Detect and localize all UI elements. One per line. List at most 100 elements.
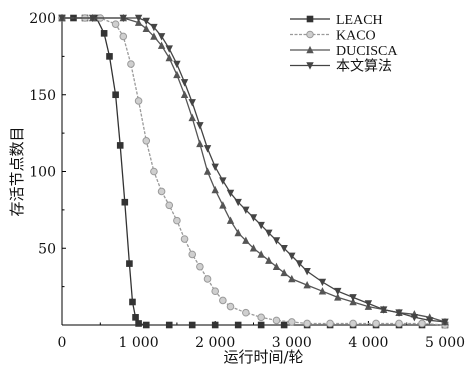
series-4 [58, 14, 449, 327]
series-1-point [257, 321, 265, 329]
x-axis-title: 运行时间/轮 [223, 348, 303, 366]
legend-marker-point [306, 45, 314, 54]
series-2-point [134, 97, 143, 105]
series-2-point [111, 20, 120, 28]
series-4-point [425, 317, 434, 325]
series-2-point [196, 262, 204, 271]
series-4-point [196, 122, 204, 130]
legend-entry: 本文算法 [290, 59, 392, 75]
legend-marker-point [306, 15, 314, 23]
legend-marker-point [306, 30, 314, 39]
series-4-point [134, 14, 143, 23]
series-3-point [188, 113, 196, 122]
series-4-point [211, 163, 219, 171]
series-2-line [62, 17, 446, 326]
series-3-point [173, 70, 181, 79]
series-4-point [318, 278, 327, 287]
series-1-point [112, 91, 119, 99]
series-1-point [142, 321, 150, 329]
series-2-point [303, 319, 311, 328]
legend-entry: KACO [290, 29, 376, 44]
series-3-point [334, 293, 342, 301]
series-3-point [157, 41, 166, 49]
series-1-point [234, 321, 242, 329]
x-tick-label: 4 000 [348, 335, 388, 351]
series-3-point [226, 216, 235, 224]
series-3-point [180, 90, 189, 99]
series-3-point [249, 244, 258, 252]
series-3-point [219, 201, 227, 209]
axes: 0 1 000 2 000 3 000 4 000 5 000 50 100 150 200 [29, 11, 465, 351]
series-3-point [280, 268, 288, 277]
series-2-point [272, 316, 281, 325]
series-4-point [226, 189, 235, 198]
series-2-point [157, 187, 166, 196]
series-3-point [349, 297, 357, 306]
x-tick-label: 2 000 [195, 335, 235, 351]
series-2-point [288, 318, 296, 326]
y-tick-label: 100 [29, 165, 56, 181]
series-2-point [226, 302, 235, 311]
series-1-point [126, 260, 133, 267]
series-1-point [188, 321, 196, 329]
series-2-point [150, 167, 158, 176]
series-4-point [242, 206, 250, 214]
series-2-point [211, 287, 219, 296]
series-3-point [288, 274, 296, 283]
series-1-point [132, 314, 139, 321]
series-4-point [288, 252, 296, 261]
series-3-point [272, 262, 281, 270]
series-4-point [380, 306, 388, 314]
series-2-point [127, 60, 135, 68]
series-2-point [219, 296, 227, 305]
legend-entry: DUCISCA [290, 44, 398, 59]
series-2-point [142, 137, 151, 145]
x-tick-label: 3 000 [272, 335, 312, 351]
legend-label: DUCISCA [336, 44, 398, 59]
series-lines [58, 13, 449, 329]
series-2-point [349, 319, 357, 328]
series-4-point [165, 45, 173, 53]
series-4-point [349, 294, 357, 302]
series-4-point [188, 99, 196, 107]
series-3-point [142, 24, 150, 33]
series-2 [58, 14, 449, 329]
series-4-point [265, 229, 273, 237]
series-4-point [295, 260, 304, 268]
legend-label: LEACH [336, 13, 383, 28]
series-2-point [173, 216, 181, 225]
series-3-point [318, 287, 327, 295]
series-3-point [234, 228, 242, 237]
series-1-point [211, 321, 219, 329]
series-4-point [257, 221, 265, 230]
series-4-point [272, 237, 281, 245]
legend-marker-point [306, 62, 314, 70]
series-4-point [119, 14, 127, 23]
series-4-point [58, 14, 66, 23]
series-3-point [150, 32, 158, 40]
series-3-point [196, 139, 204, 148]
series-2-point [395, 319, 403, 328]
series-4-point [173, 60, 181, 69]
series-2-point [257, 313, 265, 322]
series-4-point [410, 314, 419, 322]
series-1-point [116, 142, 124, 149]
y-tick-label: 150 [29, 88, 56, 104]
y-tick-label: 50 [38, 241, 56, 257]
series-1-point [106, 53, 113, 60]
series-4-point [364, 300, 373, 308]
series-4-point [303, 267, 311, 276]
legend-entry: LEACH [290, 13, 383, 28]
y-tick-label: 200 [29, 11, 56, 27]
x-tick-label: 1 000 [119, 335, 159, 351]
legend-label: 本文算法 [336, 59, 392, 75]
series-2-point [203, 275, 212, 283]
series-4-point [249, 214, 258, 222]
series-3 [58, 13, 449, 326]
series-3-point [303, 280, 311, 289]
y-axis-title: 存活节点数目 [8, 126, 26, 216]
series-3-point [165, 53, 173, 62]
series-2-point [180, 235, 189, 243]
